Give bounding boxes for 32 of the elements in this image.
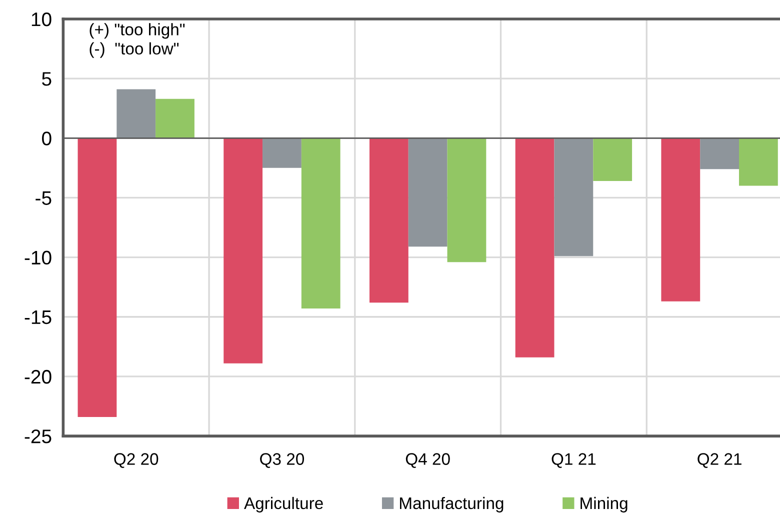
y-tick-label: -10 (24, 250, 52, 265)
bar (554, 138, 594, 256)
bar (739, 138, 778, 186)
bar (78, 138, 117, 417)
x-tick-label: Q1 21 (552, 453, 596, 468)
legend-label: Agriculture (244, 496, 323, 512)
y-tick-label: 5 (42, 72, 52, 86)
y-tick-label: 0 (42, 132, 52, 146)
x-tick-label: Q3 20 (260, 453, 304, 468)
y-tick-label: -15 (24, 310, 52, 324)
x-tick-label: Q4 20 (406, 453, 450, 468)
bar (116, 89, 156, 138)
x-tick-label: Q2 20 (114, 453, 158, 468)
x-tick-label: Q2 21 (698, 453, 742, 468)
y-tick-label: 10 (32, 12, 52, 26)
legend-label: Mining (580, 496, 628, 512)
bar (224, 138, 263, 364)
bar (156, 98, 194, 138)
bar (700, 138, 739, 170)
bar (301, 138, 340, 309)
annotation: (+) "too high" (-) "too low" (90, 23, 185, 58)
y-tick-label: -25 (24, 430, 52, 444)
bar (262, 138, 302, 168)
bar (369, 138, 408, 303)
bar (408, 138, 448, 247)
bar (515, 138, 554, 358)
bar (661, 138, 700, 302)
legend-label: Manufacturing (400, 496, 504, 512)
bar (593, 138, 632, 182)
y-tick-label: -20 (24, 370, 52, 384)
bar (447, 138, 486, 262)
y-tick-label: -5 (36, 191, 52, 205)
